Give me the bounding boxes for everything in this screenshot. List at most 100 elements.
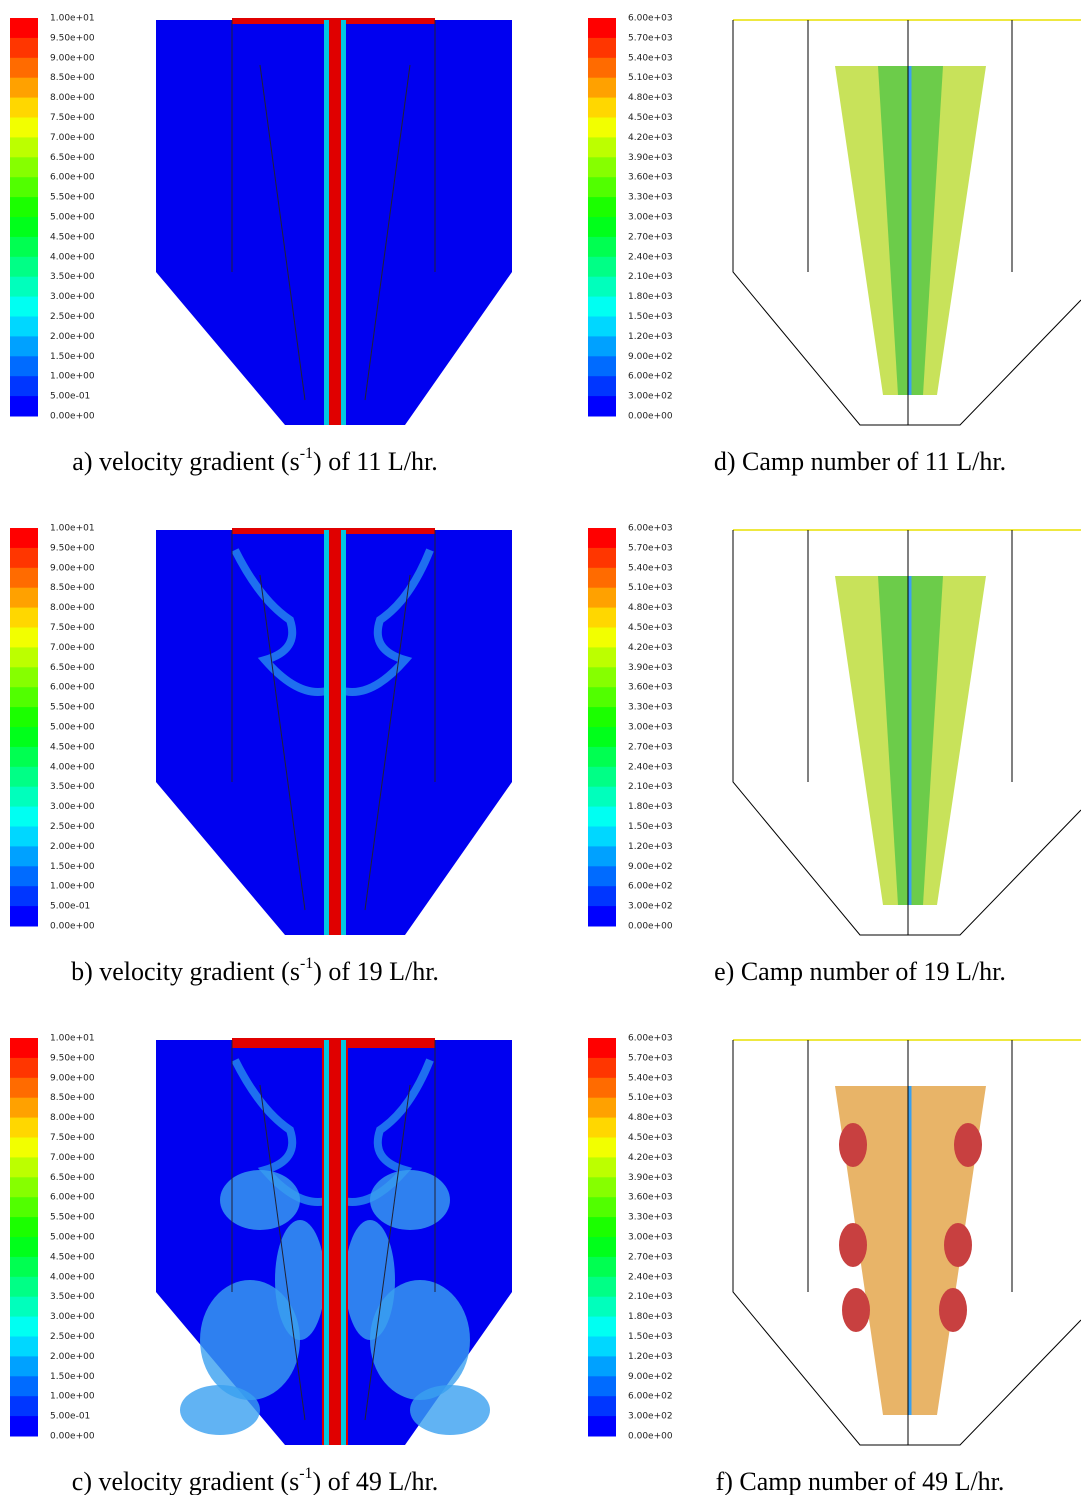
colorbar-swatch xyxy=(10,727,38,748)
colorbar-swatch xyxy=(10,1117,38,1138)
legend-label: 3.00e+02 xyxy=(628,1412,673,1422)
colorbar-swatch xyxy=(588,687,616,708)
legend-label: 5.00e-01 xyxy=(50,392,90,402)
legend-label: 7.00e+00 xyxy=(50,643,95,653)
outline xyxy=(732,530,1081,936)
colorbar-swatch xyxy=(588,1237,616,1258)
legend-label: 0.00e+00 xyxy=(628,412,673,422)
caption-text: c) velocity gradient (s xyxy=(72,1467,299,1495)
legend-label: 1.00e+00 xyxy=(50,882,95,892)
caption-superscript: -1 xyxy=(300,955,313,972)
caption-superscript: -1 xyxy=(299,1465,312,1482)
legend-label: 9.00e+02 xyxy=(628,862,673,872)
colorbar-swatch xyxy=(588,1256,616,1278)
contour-blob xyxy=(939,1288,967,1332)
colorbar-swatch xyxy=(588,1396,616,1417)
colorbar-swatch xyxy=(588,1137,616,1158)
legend-label: 3.00e+00 xyxy=(50,292,95,302)
legend-label: 3.50e+00 xyxy=(50,782,95,792)
colorbar-swatch xyxy=(10,627,38,648)
legend-label: 4.50e+00 xyxy=(50,1252,95,1262)
legend-label: 5.00e+00 xyxy=(50,723,95,733)
legend-label: 4.80e+03 xyxy=(628,603,673,613)
legend-label: 5.70e+03 xyxy=(628,33,673,43)
legend-label: 4.50e+03 xyxy=(628,623,673,633)
colorbar-swatch xyxy=(10,1276,38,1298)
colorbar-swatch xyxy=(10,866,38,887)
colorbar-swatch xyxy=(588,177,616,198)
caption-superscript: -1 xyxy=(300,445,313,462)
colorbar-swatch xyxy=(588,1276,616,1298)
colorbar-swatch xyxy=(588,336,616,357)
legend-label: 8.50e+00 xyxy=(50,1093,95,1103)
colorbar-swatch xyxy=(10,1097,38,1119)
flow-pattern xyxy=(370,1280,470,1400)
colorbar-swatch xyxy=(10,607,38,628)
colorbar-swatch xyxy=(10,1316,38,1337)
legend-label: 9.00e+02 xyxy=(628,1372,673,1382)
legend-label: 2.70e+03 xyxy=(628,742,673,752)
legend-label: 8.50e+00 xyxy=(50,73,95,83)
colorbar-swatch xyxy=(588,217,616,238)
legend-label: 7.00e+00 xyxy=(50,1153,95,1163)
colorbar-swatch xyxy=(10,236,38,258)
legend-label: 4.20e+03 xyxy=(628,643,673,653)
colorbar-swatch xyxy=(588,707,616,728)
colorbar-swatch xyxy=(588,607,616,628)
colorbar-swatch xyxy=(588,37,616,59)
legend-label: 7.50e+00 xyxy=(50,113,95,123)
legend-label: 5.00e-01 xyxy=(50,1412,90,1422)
legend-label: 6.00e+03 xyxy=(628,1034,673,1044)
legend-label: 3.90e+03 xyxy=(628,153,673,163)
baffle xyxy=(259,64,306,401)
legend-label: 8.00e+00 xyxy=(50,93,95,103)
colorbar-swatch xyxy=(588,356,616,377)
legend-label: 1.00e+01 xyxy=(50,524,95,534)
legend-label: 2.00e+00 xyxy=(50,842,95,852)
colorbar-swatch xyxy=(588,1376,616,1397)
flow-pattern xyxy=(220,1170,300,1230)
legend-label: 1.20e+03 xyxy=(628,332,673,342)
colorbar-swatch xyxy=(588,57,616,79)
colorbar-swatch xyxy=(588,1416,616,1437)
panel: 1.00e+01 9.50e+00 9.00e+00 8.50e+00 8.00e+00… xyxy=(10,14,512,476)
caption-text: ) of 49 L/hr. xyxy=(313,1467,439,1495)
jet-core xyxy=(329,1040,341,1445)
legend-label: 9.00e+00 xyxy=(50,53,95,63)
colorbar-swatch xyxy=(10,806,38,827)
colorbar-swatch xyxy=(10,1057,38,1079)
colorbar-swatch xyxy=(10,77,38,99)
legend-label: 1.50e+00 xyxy=(50,1372,95,1382)
flow-pattern xyxy=(410,1385,490,1435)
panel: 6.00e+03 5.70e+03 5.40e+03 5.10e+03 4.80e+03… xyxy=(588,524,1081,986)
contour-blob xyxy=(842,1288,870,1332)
legend-label: 4.50e+03 xyxy=(628,1133,673,1143)
colorbar-swatch xyxy=(588,587,616,609)
legend-label: 3.00e+02 xyxy=(628,902,673,912)
baffle xyxy=(364,64,411,401)
legend-label: 3.50e+00 xyxy=(50,1292,95,1302)
colorbar-swatch xyxy=(10,647,38,668)
caption-text: ) of 19 L/hr. xyxy=(313,957,439,986)
colorbar-swatch xyxy=(588,1077,616,1099)
legend-label: 1.20e+03 xyxy=(628,1352,673,1362)
legend-label: 4.00e+00 xyxy=(50,252,95,262)
colorbar-swatch xyxy=(588,276,616,298)
colorbar-swatch xyxy=(10,528,38,549)
colorbar-swatch xyxy=(588,256,616,278)
colorbar-swatch xyxy=(10,1296,38,1318)
colorbar-swatch xyxy=(10,276,38,298)
legend-label: 1.00e+01 xyxy=(50,1034,95,1044)
legend-label: 4.80e+03 xyxy=(628,93,673,103)
colorbar-swatch xyxy=(588,806,616,827)
colorbar-swatch xyxy=(10,826,38,847)
colorbar-swatch xyxy=(588,18,616,39)
colorbar-swatch xyxy=(588,647,616,668)
legend-label: 1.50e+03 xyxy=(628,1332,673,1342)
colorbar-swatch xyxy=(588,866,616,887)
colorbar-swatch xyxy=(588,1038,616,1059)
colorbar-swatch xyxy=(588,1177,616,1198)
outline xyxy=(732,20,1081,426)
jet-core xyxy=(329,530,341,935)
legend-label: 6.00e+02 xyxy=(628,1392,673,1402)
